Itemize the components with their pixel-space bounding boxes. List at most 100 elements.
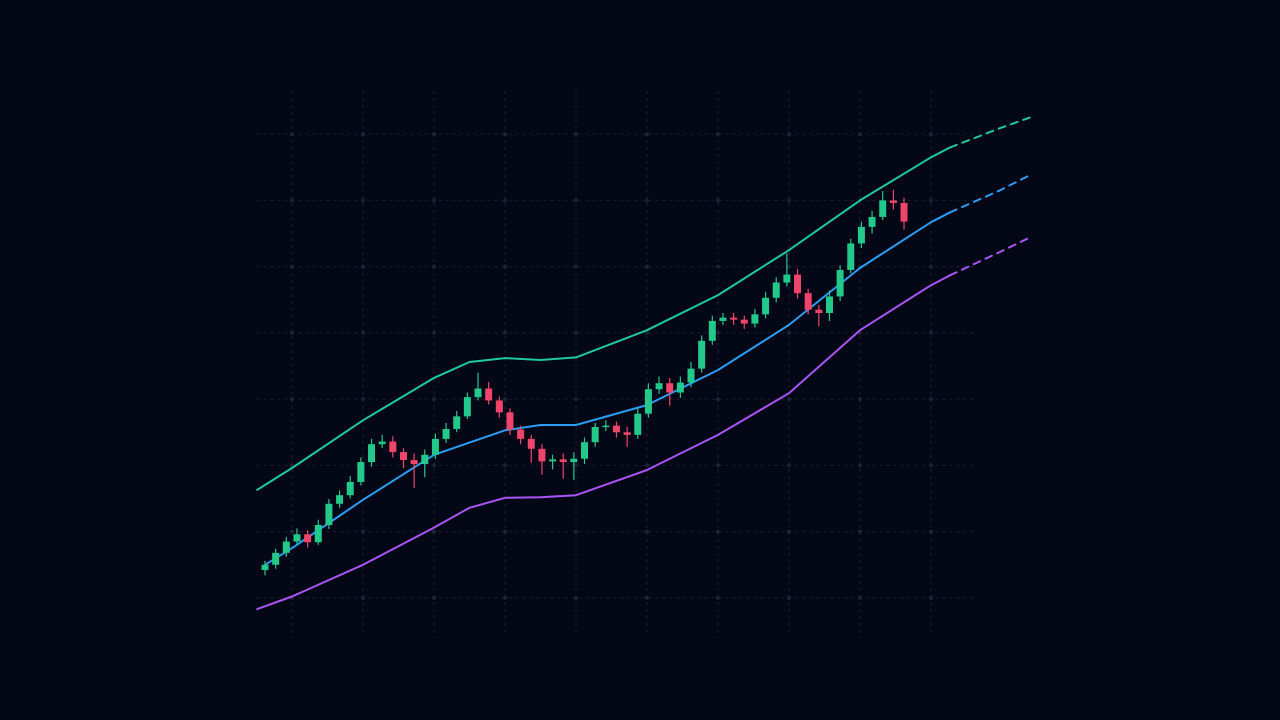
candle-body [857,226,865,244]
candle-body [708,320,716,341]
grid-dot [432,132,436,137]
grid-dot [716,595,720,600]
candle-body [314,525,322,543]
candle-body [900,203,908,222]
candle-body [655,383,663,390]
grid-dot [645,264,649,269]
grid-dot [574,198,578,203]
grid-dot [290,198,294,203]
grid-dot [787,529,791,534]
candle-body [772,282,780,298]
grid-dot [503,463,507,468]
candle-body [357,462,365,482]
grid-dot [432,330,436,335]
grid-dot [716,330,720,335]
candle-body [581,442,589,459]
band-line [264,211,952,566]
candle-body [623,432,631,435]
grid-dot [716,198,720,203]
grid-dot [290,132,294,137]
grid-dot [503,264,507,269]
candle-body [666,383,674,393]
candle-body [815,309,823,313]
grid-dot [787,330,791,335]
candle-body [687,368,695,383]
grid-dot [929,397,933,402]
grid-dot [574,529,578,534]
grid-dot [645,595,649,600]
grid-dot [503,330,507,335]
candle-body [730,317,738,320]
grid-dot [645,198,649,203]
grid-dot [432,529,436,534]
candle-body [453,416,461,429]
candle-body [740,319,748,324]
grid-dot [929,264,933,269]
grid-dot [290,264,294,269]
grid-dot [716,264,720,269]
grid-dot [858,595,862,600]
candle-body [538,448,546,462]
grid-dot [290,330,294,335]
grid-dot [574,132,578,137]
grid-dot [503,198,507,203]
candle-body [549,459,557,462]
grid-dot [432,397,436,402]
candle-body [868,216,876,227]
grid-dot [503,132,507,137]
grid-dot [929,595,933,600]
candle-body [261,564,269,571]
grid-dot [361,198,365,203]
grid-dot [361,330,365,335]
candle-body [421,454,429,465]
candle-body [794,274,802,294]
grid-dot [290,397,294,402]
candle-body [825,296,833,313]
forecast-line [949,236,1031,277]
candle-body [485,388,493,401]
band-line [256,146,952,491]
grid-dot [787,132,791,137]
candle-body [836,269,844,297]
grid-dot [787,198,791,203]
grid-dot [787,463,791,468]
grid-dot [645,529,649,534]
candle-body [698,340,706,369]
candle-body [527,438,535,449]
grid-dot [574,463,578,468]
grid-dot [929,463,933,468]
grid-dot [645,330,649,335]
grid-dot [787,264,791,269]
candle-body [602,425,610,428]
grid-dot [929,330,933,335]
grid-dot [503,397,507,402]
grid-dot [432,264,436,269]
candle-body [719,317,727,321]
candle-body [346,481,354,496]
candle-body [847,243,855,270]
grid-dot [361,529,365,534]
candle-body [336,495,344,504]
grid-dot [858,397,862,402]
grid-dot [361,595,365,600]
grid-dot [574,397,578,402]
candle-body [431,438,439,455]
grid-dot [787,595,791,600]
forecast-line [949,174,1031,214]
candle-body [612,425,620,433]
band-line [256,274,952,611]
candle-body [570,458,578,463]
grid-dot [858,463,862,468]
grid-dot [929,132,933,137]
grid-dot [716,463,720,468]
grid-dot [503,595,507,600]
candle-body [506,412,514,430]
candle-body [399,452,407,461]
grid-dot [858,132,862,137]
candle-body [293,534,301,542]
candle-body [676,382,684,393]
grid-dot [361,397,365,402]
grid-dot [716,397,720,402]
candle-body [495,400,503,413]
candle-body [634,413,642,435]
